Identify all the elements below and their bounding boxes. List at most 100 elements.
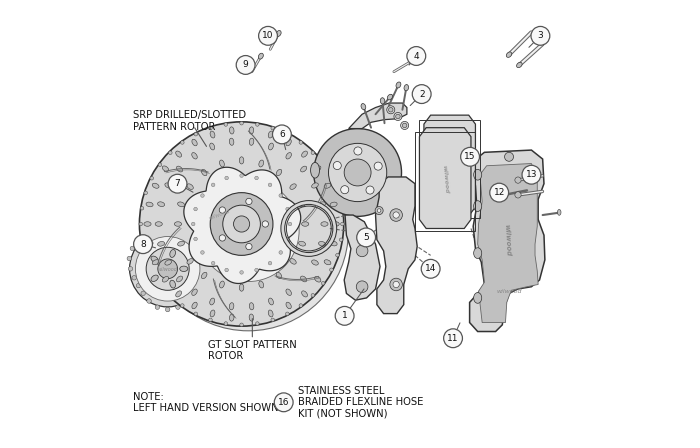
Text: 11: 11 xyxy=(447,334,458,343)
Circle shape xyxy=(157,233,161,237)
Circle shape xyxy=(146,247,189,290)
Ellipse shape xyxy=(314,276,321,282)
Text: 1: 1 xyxy=(342,311,347,320)
Ellipse shape xyxy=(187,184,193,190)
Ellipse shape xyxy=(268,310,273,317)
Ellipse shape xyxy=(302,222,309,226)
Text: 9: 9 xyxy=(243,60,248,69)
Circle shape xyxy=(141,291,146,296)
Circle shape xyxy=(531,26,550,45)
Circle shape xyxy=(195,284,199,288)
Text: wilwood: wilwood xyxy=(441,165,449,194)
Circle shape xyxy=(268,261,272,265)
Text: wilwood: wilwood xyxy=(496,289,522,294)
Text: wilwood: wilwood xyxy=(503,224,510,256)
Ellipse shape xyxy=(202,272,207,279)
Ellipse shape xyxy=(318,202,326,207)
Ellipse shape xyxy=(249,314,253,321)
Circle shape xyxy=(210,193,273,255)
Ellipse shape xyxy=(176,291,181,297)
Circle shape xyxy=(390,278,402,291)
Ellipse shape xyxy=(176,166,183,172)
Circle shape xyxy=(366,186,374,194)
Circle shape xyxy=(202,267,207,271)
Text: 13: 13 xyxy=(526,170,537,179)
Circle shape xyxy=(165,233,170,237)
Text: 10: 10 xyxy=(262,31,274,40)
Circle shape xyxy=(181,304,184,307)
Circle shape xyxy=(394,112,402,121)
Circle shape xyxy=(314,129,402,216)
Ellipse shape xyxy=(151,256,158,263)
Ellipse shape xyxy=(259,160,264,167)
Text: 14: 14 xyxy=(425,264,436,273)
Circle shape xyxy=(155,305,160,310)
Ellipse shape xyxy=(299,202,306,207)
Ellipse shape xyxy=(290,258,296,264)
Circle shape xyxy=(201,194,204,198)
Circle shape xyxy=(335,306,354,325)
Circle shape xyxy=(515,177,521,183)
Circle shape xyxy=(211,183,215,187)
Circle shape xyxy=(224,322,228,325)
Ellipse shape xyxy=(174,222,181,226)
Circle shape xyxy=(279,194,283,198)
Circle shape xyxy=(140,207,143,210)
Ellipse shape xyxy=(314,166,321,172)
Circle shape xyxy=(286,133,289,136)
Circle shape xyxy=(201,250,204,254)
Ellipse shape xyxy=(162,276,169,282)
Ellipse shape xyxy=(170,250,176,258)
Circle shape xyxy=(501,192,508,198)
Text: 4: 4 xyxy=(414,52,419,60)
Ellipse shape xyxy=(210,143,215,150)
Circle shape xyxy=(181,141,184,144)
Ellipse shape xyxy=(152,260,159,265)
Ellipse shape xyxy=(396,82,401,88)
Circle shape xyxy=(194,237,197,241)
Circle shape xyxy=(236,56,255,74)
Ellipse shape xyxy=(158,241,164,246)
Circle shape xyxy=(321,281,325,285)
Circle shape xyxy=(412,85,431,103)
Text: 12: 12 xyxy=(494,188,505,197)
Circle shape xyxy=(147,299,151,303)
Circle shape xyxy=(505,152,514,161)
Ellipse shape xyxy=(330,241,337,246)
Ellipse shape xyxy=(506,52,512,57)
Circle shape xyxy=(461,147,480,166)
Circle shape xyxy=(258,26,277,45)
Ellipse shape xyxy=(286,289,291,295)
Circle shape xyxy=(272,125,291,144)
Ellipse shape xyxy=(178,202,185,207)
Circle shape xyxy=(240,174,244,177)
Ellipse shape xyxy=(151,275,158,281)
Circle shape xyxy=(204,256,209,261)
Circle shape xyxy=(193,238,198,243)
Circle shape xyxy=(271,318,274,322)
Ellipse shape xyxy=(302,291,307,297)
Ellipse shape xyxy=(230,303,234,310)
Text: 2: 2 xyxy=(419,90,424,99)
Circle shape xyxy=(132,276,137,280)
Circle shape xyxy=(246,243,252,250)
Circle shape xyxy=(240,271,244,274)
Circle shape xyxy=(148,131,349,331)
Circle shape xyxy=(130,231,206,307)
Circle shape xyxy=(340,238,343,241)
Circle shape xyxy=(240,121,244,125)
Circle shape xyxy=(402,123,407,128)
Circle shape xyxy=(286,312,289,315)
Circle shape xyxy=(139,122,344,326)
Ellipse shape xyxy=(269,143,274,150)
Circle shape xyxy=(144,191,148,194)
Circle shape xyxy=(393,281,399,288)
Ellipse shape xyxy=(276,272,282,279)
Circle shape xyxy=(158,259,178,279)
Circle shape xyxy=(211,261,215,265)
Ellipse shape xyxy=(474,293,482,303)
Ellipse shape xyxy=(286,139,291,146)
Circle shape xyxy=(386,106,395,114)
Circle shape xyxy=(194,312,197,315)
Circle shape xyxy=(225,268,228,272)
